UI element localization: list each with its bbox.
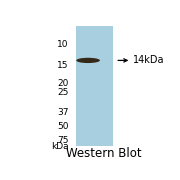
Bar [76,26,113,146]
Text: 10: 10 [57,40,69,49]
Text: 50: 50 [57,122,69,131]
Text: 20: 20 [57,79,69,88]
Text: 75: 75 [57,136,69,145]
Text: kDa: kDa [51,142,69,151]
Text: 37: 37 [57,108,69,117]
Text: 15: 15 [57,61,69,70]
Text: 25: 25 [57,89,69,98]
Ellipse shape [76,58,100,63]
Text: Western Blot: Western Blot [66,147,142,160]
Text: 14kDa: 14kDa [133,55,164,65]
